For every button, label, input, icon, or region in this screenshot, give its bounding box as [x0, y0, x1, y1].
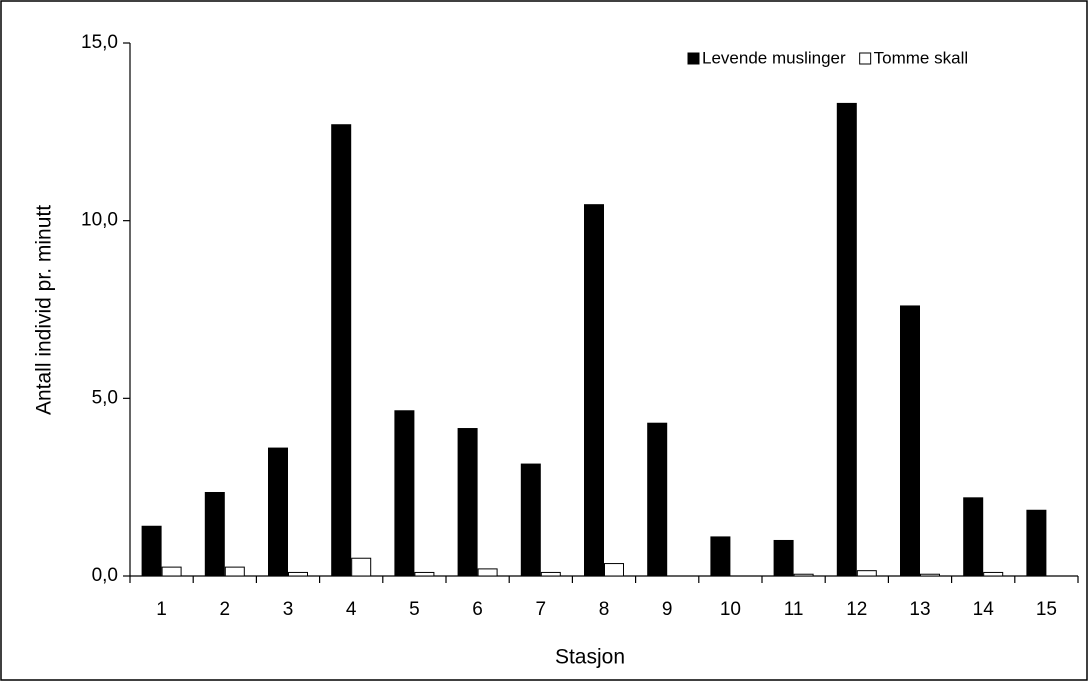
bar	[520, 463, 541, 577]
x-tick-label: 12	[846, 599, 867, 620]
bar	[204, 491, 225, 577]
bar	[141, 525, 162, 577]
bar	[710, 536, 731, 577]
bar	[477, 568, 498, 577]
bar	[793, 573, 814, 577]
bar	[457, 428, 478, 577]
bar	[351, 557, 372, 577]
x-tick-label: 2	[220, 599, 231, 620]
bar	[604, 563, 624, 577]
bar	[288, 571, 308, 577]
bar	[268, 447, 288, 577]
x-tick-label: 6	[472, 599, 483, 620]
x-tick-label: 11	[784, 599, 804, 620]
y-axis-title: Antall individ pr. minutt	[33, 205, 56, 415]
bar	[331, 124, 352, 577]
bar	[983, 571, 1004, 577]
bar	[224, 566, 245, 577]
legend-swatch	[687, 52, 700, 65]
bar	[963, 497, 984, 577]
x-tick-label: 1	[156, 599, 167, 620]
x-tick-label: 15	[1036, 599, 1057, 620]
x-tick-label: 5	[409, 599, 420, 620]
x-tick-label: 9	[662, 599, 673, 620]
x-axis-title: Stasjon	[555, 646, 625, 669]
legend-label: Tomme skall	[874, 48, 968, 67]
bar	[584, 204, 604, 577]
y-tick-label: 0,0	[92, 565, 118, 586]
x-tick-label: 10	[720, 599, 741, 620]
bar	[920, 573, 940, 577]
x-tick-label: 4	[346, 599, 357, 620]
bar	[414, 571, 435, 577]
bar	[394, 410, 415, 577]
bar	[1026, 509, 1047, 577]
bar	[900, 305, 920, 577]
bar	[856, 570, 877, 577]
x-tick-label: 7	[536, 599, 547, 620]
x-tick-label: 8	[599, 599, 610, 620]
legend-swatch	[859, 52, 872, 65]
x-tick-label: 14	[973, 599, 995, 620]
bar	[161, 566, 182, 577]
x-tick-label: 13	[909, 599, 930, 620]
bar	[647, 422, 668, 577]
y-tick-label: 5,0	[92, 387, 118, 408]
y-tick-label: 15,0	[81, 32, 118, 53]
y-tick-label: 10,0	[81, 210, 118, 231]
x-tick-label: 3	[283, 599, 294, 620]
bar	[836, 102, 857, 577]
legend-label: Levende muslinger	[702, 48, 846, 67]
bar	[540, 571, 561, 577]
bar	[773, 539, 794, 577]
